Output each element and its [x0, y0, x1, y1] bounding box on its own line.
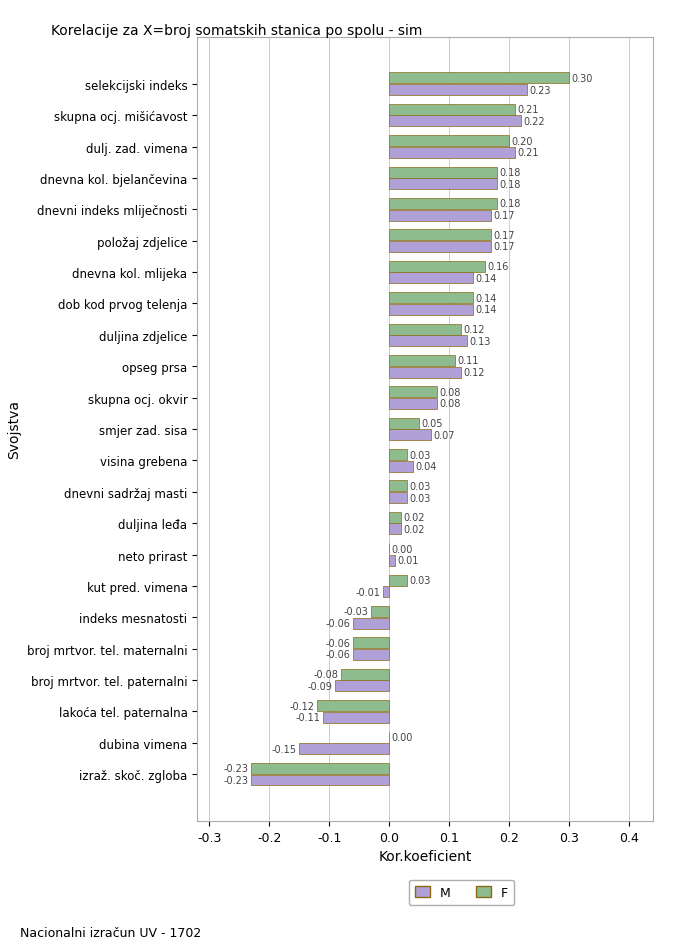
Bar	[389, 85, 527, 96]
Text: 0.17: 0.17	[494, 211, 515, 221]
Bar	[389, 430, 431, 441]
Bar	[389, 230, 491, 241]
Text: 0.08: 0.08	[439, 399, 461, 409]
Text: 0.03: 0.03	[409, 450, 431, 460]
Legend: M, F: M, F	[409, 880, 514, 905]
Bar	[371, 606, 389, 617]
Text: 0.16: 0.16	[488, 262, 509, 272]
Bar	[389, 167, 497, 178]
Text: -0.09: -0.09	[308, 682, 333, 691]
Text: 0.18: 0.18	[499, 168, 521, 177]
Bar	[389, 418, 419, 430]
Bar	[389, 387, 437, 397]
Bar	[383, 586, 389, 598]
Text: 0.00: 0.00	[392, 544, 413, 554]
Text: 0.01: 0.01	[397, 556, 419, 565]
Y-axis label: Svojstva: Svojstva	[7, 400, 21, 459]
Bar	[341, 669, 389, 680]
Text: 0.14: 0.14	[475, 305, 496, 315]
Text: 0.30: 0.30	[571, 74, 593, 84]
Text: 0.21: 0.21	[517, 105, 539, 115]
Bar	[353, 618, 389, 629]
Text: 0.04: 0.04	[415, 462, 437, 472]
Text: 0.18: 0.18	[499, 199, 521, 210]
Text: -0.01: -0.01	[356, 587, 381, 597]
Text: 0.21: 0.21	[517, 148, 539, 159]
Text: 0.03: 0.03	[409, 493, 431, 503]
Bar	[389, 462, 413, 472]
Bar	[389, 555, 395, 566]
Bar	[389, 147, 515, 159]
Bar	[389, 575, 407, 586]
Bar	[353, 638, 389, 649]
Bar	[389, 480, 407, 492]
Bar	[389, 524, 401, 535]
Text: 0.14: 0.14	[475, 294, 496, 303]
Text: 0.23: 0.23	[529, 86, 551, 95]
Bar	[317, 700, 389, 712]
Bar	[389, 179, 497, 190]
Bar	[299, 743, 389, 754]
Bar	[389, 449, 407, 461]
Text: -0.08: -0.08	[313, 669, 339, 680]
Text: -0.23: -0.23	[224, 775, 249, 785]
Bar	[389, 74, 569, 84]
Text: -0.12: -0.12	[290, 700, 315, 711]
Bar	[389, 356, 455, 366]
Text: Nacionalni izračun UV - 1702: Nacionalni izračun UV - 1702	[20, 926, 202, 939]
Text: 0.11: 0.11	[458, 356, 479, 366]
Text: 0.02: 0.02	[403, 513, 425, 523]
Bar	[389, 398, 437, 410]
Text: -0.06: -0.06	[326, 638, 351, 649]
Bar	[389, 116, 521, 127]
Bar	[389, 293, 473, 304]
X-axis label: Kor.koeficient: Kor.koeficient	[378, 850, 472, 864]
Text: 0.12: 0.12	[463, 325, 485, 335]
Text: 0.18: 0.18	[499, 179, 521, 190]
Text: -0.11: -0.11	[296, 713, 321, 722]
Bar	[389, 261, 485, 273]
Text: 0.05: 0.05	[422, 419, 443, 429]
Bar	[389, 242, 491, 253]
Bar	[251, 763, 389, 774]
Text: -0.15: -0.15	[272, 744, 296, 754]
Text: -0.03: -0.03	[344, 607, 369, 616]
Bar	[389, 513, 401, 523]
Text: 0.22: 0.22	[524, 117, 545, 126]
Text: 0.07: 0.07	[433, 430, 455, 440]
Bar	[389, 324, 461, 335]
Bar	[389, 211, 491, 221]
Bar	[389, 199, 497, 210]
Bar	[389, 273, 473, 284]
Text: -0.06: -0.06	[326, 618, 351, 629]
Bar	[389, 336, 467, 346]
Text: 0.17: 0.17	[494, 230, 515, 241]
Text: 0.00: 0.00	[392, 733, 413, 742]
Text: 0.17: 0.17	[494, 243, 515, 252]
Bar	[323, 712, 389, 723]
Bar	[389, 367, 461, 379]
Text: 0.03: 0.03	[409, 576, 431, 585]
Bar	[335, 681, 389, 692]
Text: 0.02: 0.02	[403, 524, 425, 534]
Bar	[389, 304, 473, 315]
Text: 0.08: 0.08	[439, 387, 461, 397]
Text: 0.03: 0.03	[409, 481, 431, 492]
Bar	[389, 493, 407, 503]
Bar	[389, 136, 509, 147]
Text: -0.06: -0.06	[326, 649, 351, 660]
Bar	[251, 775, 389, 785]
Text: 0.20: 0.20	[511, 137, 533, 146]
Text: Korelacije za X=broj somatskih stanica po spolu - sim: Korelacije za X=broj somatskih stanica p…	[52, 24, 423, 38]
Bar	[389, 105, 515, 116]
Bar	[353, 649, 389, 660]
Text: -0.23: -0.23	[224, 764, 249, 773]
Text: 0.12: 0.12	[463, 367, 485, 378]
Text: 0.13: 0.13	[469, 336, 491, 346]
Text: 0.14: 0.14	[475, 274, 496, 283]
